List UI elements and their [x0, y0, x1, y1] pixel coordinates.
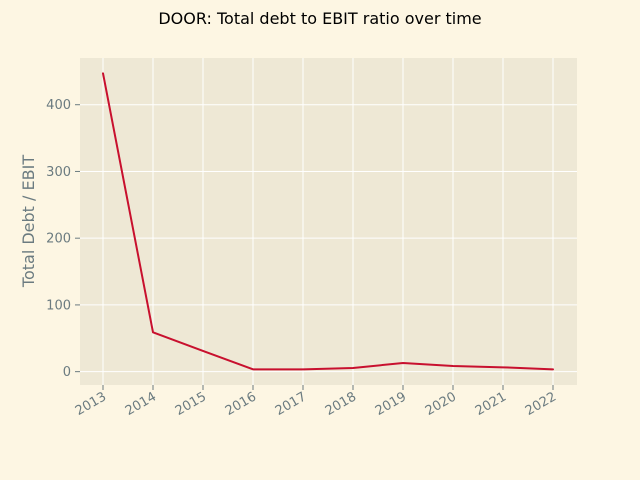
y-axis-label: Total Debt / EBIT [19, 155, 38, 288]
y-tick-label: 0 [63, 365, 71, 380]
y-tick-label: 100 [46, 298, 71, 313]
series-layer [102, 72, 554, 371]
chart-title: DOOR: Total debt to EBIT ratio over time [158, 9, 481, 28]
y-tick-label: 300 [46, 165, 71, 180]
y-tick-label: 400 [46, 98, 71, 113]
series-line [102, 72, 554, 371]
plot-area [80, 58, 577, 385]
y-axis: 0 100 200 300 400 [46, 98, 80, 380]
grid-lines [80, 58, 577, 385]
y-tick-label: 200 [46, 232, 71, 247]
